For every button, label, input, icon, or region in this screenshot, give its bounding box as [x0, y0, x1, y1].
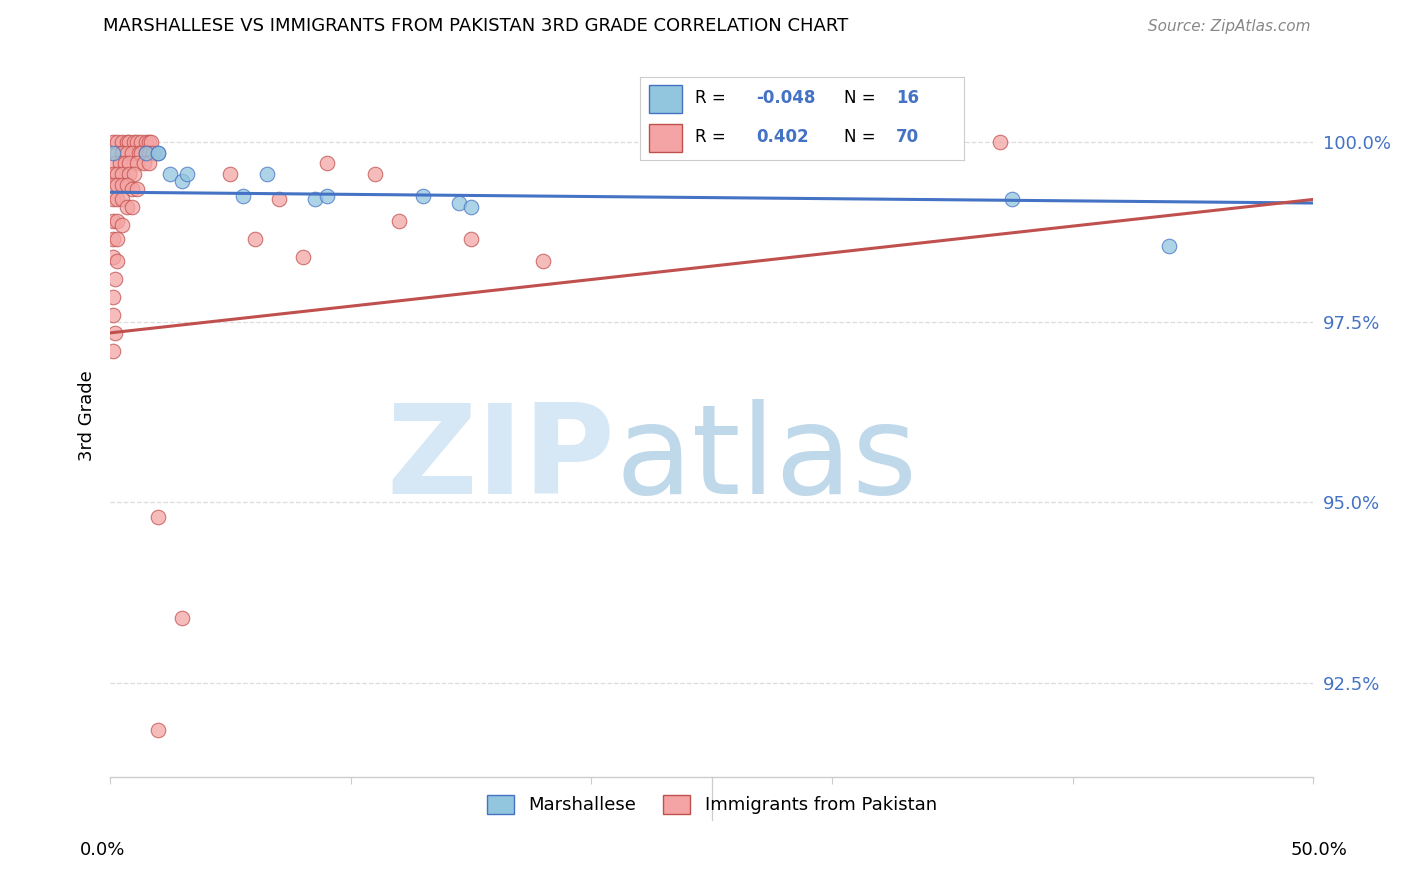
Point — [1001, 193, 1024, 207]
Point — [104, 156, 127, 170]
Point — [122, 167, 145, 181]
Point — [449, 196, 471, 211]
Point — [291, 250, 314, 264]
Point — [101, 178, 124, 192]
Point — [101, 135, 124, 149]
Point — [101, 308, 124, 322]
Point — [148, 145, 170, 160]
Legend: Marshallese, Immigrants from Pakistan: Marshallese, Immigrants from Pakistan — [479, 788, 943, 822]
Point — [132, 156, 155, 170]
Point — [138, 135, 160, 149]
Point — [114, 156, 136, 170]
Text: Source: ZipAtlas.com: Source: ZipAtlas.com — [1147, 20, 1310, 34]
Point — [118, 156, 141, 170]
Point — [111, 167, 134, 181]
Text: 50.0%: 50.0% — [1291, 840, 1347, 858]
Point — [105, 178, 128, 192]
Point — [111, 178, 134, 192]
Point — [412, 189, 434, 203]
Point — [101, 214, 124, 228]
Point — [105, 253, 128, 268]
Point — [122, 135, 145, 149]
Point — [142, 145, 165, 160]
Point — [111, 218, 134, 232]
Point — [460, 200, 482, 214]
Point — [1157, 239, 1180, 253]
Y-axis label: 3rd Grade: 3rd Grade — [79, 370, 96, 461]
Point — [121, 181, 143, 195]
Point — [148, 723, 170, 737]
Point — [219, 167, 242, 181]
Point — [267, 193, 290, 207]
Point — [118, 167, 141, 181]
Text: MARSHALLESE VS IMMIGRANTS FROM PAKISTAN 3RD GRADE CORRELATION CHART: MARSHALLESE VS IMMIGRANTS FROM PAKISTAN … — [103, 17, 848, 35]
Point — [172, 174, 194, 188]
Point — [256, 167, 278, 181]
Text: ZIP: ZIP — [387, 399, 616, 520]
Point — [105, 167, 128, 181]
Point — [105, 214, 128, 228]
Point — [101, 290, 124, 304]
Point — [111, 193, 134, 207]
Point — [135, 135, 157, 149]
Point — [108, 156, 131, 170]
Point — [315, 189, 337, 203]
Point — [101, 145, 124, 160]
Point — [118, 135, 141, 149]
Point — [115, 178, 138, 192]
Point — [139, 135, 162, 149]
Point — [101, 167, 124, 181]
Point — [121, 145, 143, 160]
Point — [148, 509, 170, 524]
Point — [172, 611, 194, 625]
Point — [115, 135, 138, 149]
Point — [101, 193, 124, 207]
Point — [115, 200, 138, 214]
Point — [131, 135, 153, 149]
Point — [125, 135, 148, 149]
Point — [460, 232, 482, 246]
Point — [105, 135, 128, 149]
Point — [125, 156, 148, 170]
Point — [231, 189, 253, 203]
Point — [111, 145, 134, 160]
Point — [243, 232, 266, 246]
Point — [135, 145, 157, 160]
Point — [138, 145, 160, 160]
Point — [131, 145, 153, 160]
Point — [105, 145, 128, 160]
Text: 0.0%: 0.0% — [80, 840, 125, 858]
Point — [315, 156, 337, 170]
Point — [115, 145, 138, 160]
Point — [121, 200, 143, 214]
Point — [125, 181, 148, 195]
Point — [101, 343, 124, 358]
Point — [148, 145, 170, 160]
Point — [104, 272, 127, 286]
Point — [388, 214, 411, 228]
Text: atlas: atlas — [616, 399, 918, 520]
Point — [128, 145, 150, 160]
Point — [101, 250, 124, 264]
Point — [104, 326, 127, 340]
Point — [138, 156, 160, 170]
Point — [364, 167, 387, 181]
Point — [176, 167, 198, 181]
Point — [111, 135, 134, 149]
Point — [105, 193, 128, 207]
Point — [304, 193, 326, 207]
Point — [990, 135, 1012, 149]
Point — [135, 145, 157, 160]
Point — [105, 232, 128, 246]
Point — [159, 167, 181, 181]
Point — [531, 253, 554, 268]
Point — [101, 232, 124, 246]
